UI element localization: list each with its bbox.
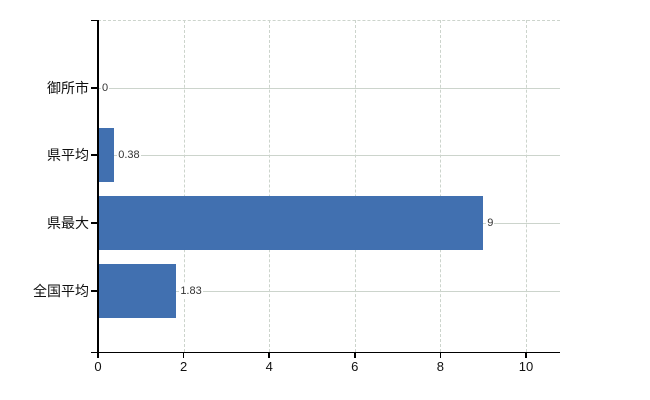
x-tickmark — [182, 352, 185, 358]
category-label: 県平均 — [47, 147, 89, 163]
plot-top-border — [98, 20, 560, 21]
x-tick-label: 10 — [518, 359, 534, 374]
x-gridline — [269, 20, 271, 352]
bar — [98, 128, 115, 182]
y-tickmark — [91, 290, 98, 292]
x-tickmark — [354, 352, 356, 358]
bar-value-label: 0.38 — [117, 148, 141, 162]
x-tick-label: 4 — [265, 359, 273, 374]
y-axis-line — [97, 20, 99, 353]
bar — [98, 196, 484, 250]
category-label: 御所市 — [47, 80, 89, 96]
x-tickmark — [97, 352, 99, 358]
x-gridline — [183, 20, 185, 352]
y-gridline — [98, 291, 560, 292]
bar-value-label: 0 — [101, 81, 110, 95]
category-label: 県最大 — [47, 215, 89, 231]
y-tickmark — [91, 222, 98, 224]
x-tick-label: 6 — [351, 359, 359, 374]
x-tickmark — [525, 352, 527, 358]
x-tick-label: 2 — [179, 359, 188, 374]
x-gridline — [526, 20, 527, 352]
x-gridline — [440, 20, 442, 352]
bar — [98, 264, 177, 318]
x-tick-label: 0 — [94, 359, 102, 374]
x-gridline — [354, 20, 356, 352]
x-tick-label: 8 — [436, 359, 444, 374]
bar-value-label: 9 — [486, 216, 495, 230]
y-axis-top-cap — [91, 19, 98, 21]
category-label: 全国平均 — [33, 283, 89, 299]
y-gridline — [98, 155, 560, 156]
y-tickmark — [91, 154, 98, 156]
y-gridline — [98, 88, 560, 89]
bar-value-label: 1.83 — [179, 284, 203, 298]
y-tickmark — [91, 87, 98, 89]
x-tickmark — [439, 352, 442, 358]
x-tickmark — [268, 352, 270, 358]
x-axis-line — [91, 351, 560, 353]
